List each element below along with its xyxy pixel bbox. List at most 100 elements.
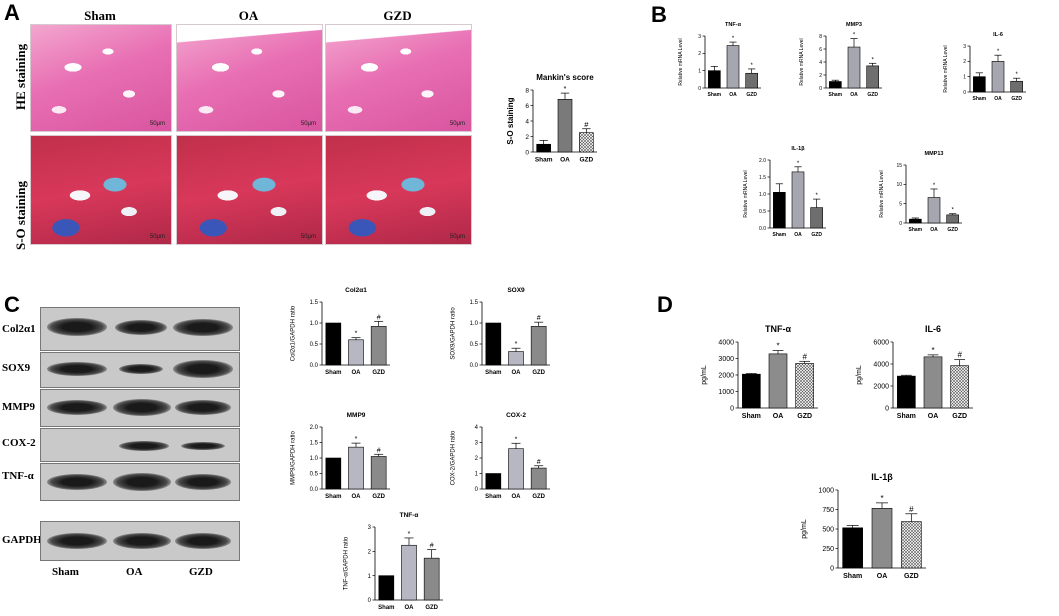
x-tick-label: GZD	[811, 232, 822, 238]
chart-title: IL-6	[993, 32, 1003, 38]
chart-tnf_wb: TNF-α 0 1 2 3 TNF-α/GAPDH ratio Sham * OA # GZD	[343, 512, 443, 611]
significance-mark: *	[515, 436, 518, 443]
y-tick-label: 2	[698, 51, 701, 57]
y-tick-label: 0	[730, 405, 734, 412]
panel-letter-c: C	[4, 292, 20, 317]
y-axis-label: Col2α1/GAPDH ratio	[290, 305, 296, 361]
blot-label-col2a1: Col2α1	[2, 323, 36, 335]
y-tick-label: 3000	[718, 356, 734, 363]
bar	[768, 353, 788, 409]
y-tick-label: 1.5	[310, 300, 319, 306]
y-tick-label: 0	[885, 405, 889, 412]
blot-lane-label-gzd: GZD	[189, 566, 213, 578]
x-tick-label: OA	[794, 232, 802, 238]
x-tick-label: GZD	[867, 92, 878, 98]
x-tick-label: OA	[928, 413, 939, 420]
x-tick-label: OA	[352, 494, 362, 500]
y-tick-label: 1000	[718, 389, 734, 396]
chart-title: MMP13	[925, 151, 944, 157]
x-tick-label: Sham	[708, 92, 722, 98]
blot-strip-tnfa	[40, 463, 240, 501]
significance-mark: *	[355, 436, 358, 443]
chart-il1b_mrna: IL-1β 0.0 0.5 1.0 1.5 2.0 Relative mRNA Level S…	[743, 146, 826, 238]
bar	[423, 557, 440, 601]
significance-mark: #	[584, 120, 589, 129]
x-tick-label: Sham	[897, 413, 916, 420]
x-tick-label: Sham	[742, 413, 761, 420]
bar	[991, 61, 1005, 93]
y-tick-label: 0	[368, 598, 372, 604]
bar	[897, 375, 916, 409]
y-tick-label: 6	[525, 103, 529, 110]
x-tick-label: Sham	[829, 92, 843, 98]
bar	[348, 339, 364, 366]
chart-title: IL-1β	[791, 146, 805, 152]
x-tick-label: GZD	[372, 370, 385, 376]
y-tick-label: 2	[368, 549, 372, 555]
chart-title: IL-6	[925, 324, 941, 334]
x-tick-label: Sham	[325, 370, 341, 376]
significance-mark: #	[377, 447, 381, 454]
significance-mark: *	[997, 49, 1000, 55]
bar	[973, 76, 986, 93]
y-tick-label: 0.0	[310, 487, 319, 493]
significance-mark: *	[564, 84, 567, 93]
scale-bar-label: 50μm	[300, 234, 316, 240]
x-tick-label: OA	[512, 370, 522, 376]
x-tick-label: Sham	[973, 96, 987, 102]
scale-bar-label: 50μm	[149, 121, 165, 127]
y-tick-label: 500	[822, 526, 834, 533]
chart-il1b_elisa: IL-1β 0 250 500 750 1000 pg/mL Sham * OA # GZD	[801, 472, 926, 580]
bar	[791, 171, 805, 229]
x-tick-label: Sham	[485, 494, 501, 500]
y-tick-label: 0.5	[470, 342, 479, 348]
bar	[829, 81, 842, 89]
bar	[708, 70, 721, 89]
y-tick-label: 0	[525, 149, 529, 156]
x-tick-label: OA	[930, 227, 938, 233]
scale-bar-label: 50μm	[449, 234, 465, 240]
bar	[530, 467, 547, 490]
y-tick-label: 4	[525, 118, 529, 125]
y-tick-label: 3	[475, 441, 479, 447]
bar	[866, 65, 879, 89]
bar	[325, 322, 342, 366]
column-label-sham: Sham	[84, 8, 116, 23]
x-tick-label: GZD	[1011, 96, 1022, 102]
chart-tnf_mrna: TNF-α 0 1 2 3 Relative mRNA Level Sham * OA * GZD	[678, 22, 761, 98]
y-tick-label: 0	[899, 221, 902, 227]
significance-mark: *	[750, 63, 753, 69]
bar	[946, 214, 959, 224]
x-tick-label: OA	[729, 92, 737, 98]
y-tick-label: 4	[475, 425, 479, 431]
scale-bar-label: 50μm	[449, 121, 465, 127]
significance-mark: #	[537, 459, 541, 466]
y-tick-label: 4000	[718, 339, 734, 346]
y-tick-label: 5	[899, 201, 902, 207]
bar	[378, 575, 395, 601]
chart-il6_mrna: IL-6 0 1 2 3 Relative mRNA Level Sham * OA * GZD	[943, 32, 1026, 102]
y-tick-label: 8	[525, 87, 529, 94]
y-tick-label: 0	[963, 90, 966, 96]
blot-strip-gapdh	[40, 521, 240, 561]
y-tick-label: 2	[525, 134, 529, 141]
x-tick-label: OA	[773, 413, 784, 420]
column-label-gzd: GZD	[383, 8, 412, 23]
bar	[370, 456, 387, 490]
bar	[348, 446, 364, 490]
y-tick-label: 250	[822, 546, 834, 553]
chart-cox2_wb: COX-2 0 1 2 3 4 COX-2/GAPDH ratio Sham * OA # GZD	[450, 412, 550, 500]
chart-title: TNF-α	[400, 512, 419, 519]
y-tick-label: 1.0	[470, 321, 479, 327]
y-tick-label: 0	[475, 487, 479, 493]
y-axis-label: S-O staining	[506, 97, 515, 144]
y-tick-label: 1.0	[310, 321, 319, 327]
chart-mmp9_wb: MMP9 0.0 0.5 1.0 1.5 2.0 MMP9/GAPDH ratio Sham *…	[290, 412, 390, 500]
significance-mark: *	[951, 208, 954, 214]
y-axis-label: pg/mL	[856, 365, 863, 385]
y-tick-label: 2000	[718, 372, 734, 379]
bar	[795, 363, 814, 409]
y-tick-label: 1.5	[759, 175, 766, 181]
y-tick-label: 750	[822, 507, 834, 514]
significance-mark: *	[797, 161, 800, 167]
